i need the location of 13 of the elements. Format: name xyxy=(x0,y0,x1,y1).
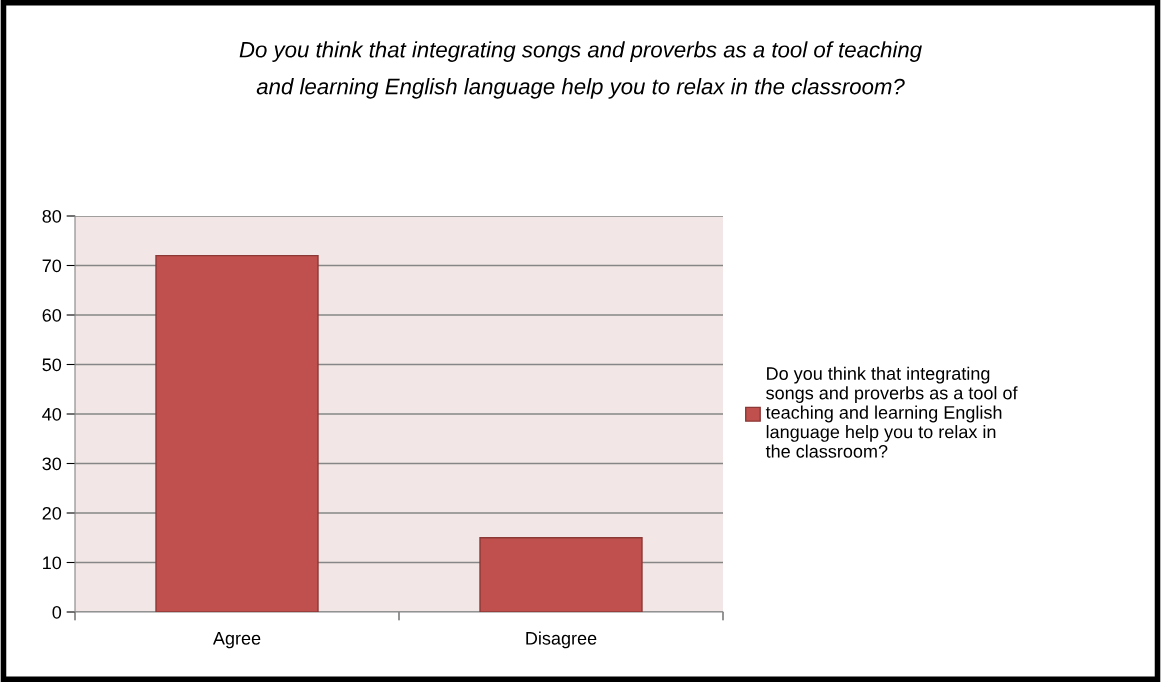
chart-title: Do you think that integrating songs and proverbs as a tool of teaching and learning English language help you to relax in the classroom? xyxy=(239,41,922,99)
y-tick-label: 10 xyxy=(43,556,62,570)
y-tick-label: 20 xyxy=(42,506,62,520)
y-tick-label: 80 xyxy=(42,209,62,223)
y-tick-label: 40 xyxy=(42,407,62,421)
y-tick-label: 60 xyxy=(42,308,62,322)
x-tick-label: Disagree xyxy=(526,631,597,649)
y-tick-label: 70 xyxy=(42,259,62,273)
legend-label: Do you think that integrating songs and proverbs as a tool of teaching and learning English language help you to relax in the classroom? xyxy=(765,366,1018,458)
y-tick-label: 0 xyxy=(52,605,62,619)
y-tick-label: 50 xyxy=(42,358,62,372)
y-tick-label: 30 xyxy=(42,457,62,471)
x-tick-label: Agree xyxy=(212,632,261,649)
